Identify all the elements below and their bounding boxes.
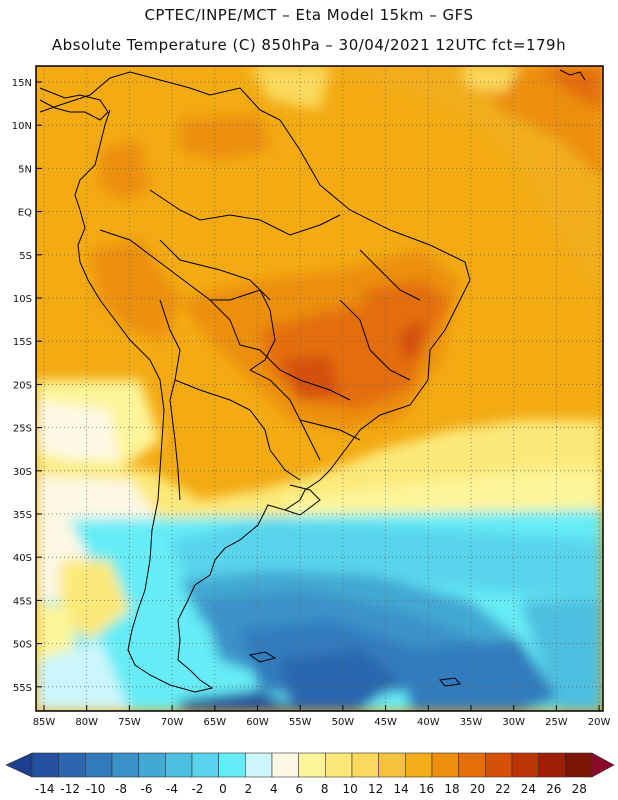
colorbar-swatch — [165, 752, 193, 778]
lat-label: 35S — [13, 510, 32, 521]
colorbar-swatch — [431, 752, 459, 778]
lat-label: 50S — [13, 640, 32, 651]
colorbar-label: 0 — [219, 782, 227, 796]
colorbar-swatch — [458, 752, 486, 778]
colorbar-label: -10 — [86, 782, 106, 796]
temperature-colorbar: -14 -12 -10 -8 -6 -4 -2 0 2 4 6 8 10 12 14 16 18 20 22 24 26… — [5, 752, 615, 796]
lon-label: 60W — [246, 717, 269, 728]
colorbar-label: 14 — [393, 782, 408, 796]
lat-lon-grid — [36, 66, 603, 711]
lat-label: 55S — [13, 683, 32, 694]
lon-label: 50W — [332, 717, 355, 728]
colorbar-swatch — [271, 752, 299, 778]
lat-label: 15S — [13, 337, 32, 348]
country-borders — [39, 69, 586, 693]
lat-label: 45S — [13, 596, 32, 607]
lat-label: 5N — [18, 164, 32, 175]
lat-label: 20S — [13, 380, 32, 391]
colorbar-swatch — [538, 752, 566, 778]
colorbar-label: 20 — [470, 782, 485, 796]
lon-label: 45W — [374, 717, 397, 728]
plot-frame — [35, 65, 604, 712]
colorbar-max-arrow — [591, 752, 615, 778]
lat-label: 15N — [12, 78, 32, 89]
colorbar-label: -2 — [191, 782, 203, 796]
lat-label: 10S — [13, 294, 32, 305]
colorbar-swatch — [511, 752, 539, 778]
colorbar-swatch — [138, 752, 166, 778]
lon-label: 25W — [545, 717, 568, 728]
colorbar-label: -8 — [115, 782, 127, 796]
colorbar-label: 4 — [270, 782, 278, 796]
lon-label: 40W — [417, 717, 440, 728]
latitude-labels: 15N 10N 5N EQ 5S 10S 15S 20S 25S 30S 35S 40S 45S 50S 5… — [12, 78, 42, 694]
colorbar-swatch — [58, 752, 86, 778]
colorbar-label: -12 — [60, 782, 80, 796]
colorbar-swatch — [485, 752, 513, 778]
colorbar-label: -6 — [141, 782, 153, 796]
longitude-labels: 85W 80W 75W 70W 65W 60W 55W 50W 45W 40W 35W 30W 25W 2… — [33, 705, 611, 728]
colorbar-label: 16 — [419, 782, 434, 796]
colorbar-swatch — [298, 752, 326, 778]
colorbar-label: -4 — [166, 782, 178, 796]
lon-label: 70W — [161, 717, 184, 728]
colorbar-label: 8 — [321, 782, 329, 796]
lon-label: 55W — [289, 717, 312, 728]
colorbar-swatch — [378, 752, 406, 778]
lon-label: 30W — [502, 717, 525, 728]
colorbar-label: 26 — [546, 782, 561, 796]
temperature-field — [36, 66, 603, 711]
colorbar-swatch — [565, 752, 593, 778]
lon-label: 80W — [75, 717, 98, 728]
colorbar-swatch — [111, 752, 139, 778]
colorbar-swatch — [325, 752, 353, 778]
colorbar-swatch — [218, 752, 246, 778]
colorbar-label: 6 — [295, 782, 303, 796]
lon-label: 35W — [460, 717, 483, 728]
lat-label: 30S — [13, 467, 32, 478]
map-title-line-2: Absolute Temperature (C) 850hPa – 30/04/… — [51, 36, 567, 54]
colorbar-swatch — [405, 752, 433, 778]
colorbar-swatch — [85, 752, 113, 778]
colorbar-label: 12 — [368, 782, 383, 796]
colorbar-label: 22 — [495, 782, 510, 796]
lat-label: 25S — [13, 424, 32, 435]
colorbar-swatch — [191, 752, 219, 778]
colorbar-label: 10 — [343, 782, 358, 796]
lat-label: 5S — [19, 251, 32, 262]
colorbar-min-arrow — [5, 752, 33, 778]
lon-label: 20W — [588, 717, 611, 728]
lat-label: 40S — [13, 553, 32, 564]
colorbar-swatch — [31, 752, 59, 778]
colorbar-swatch — [351, 752, 379, 778]
lon-label: 75W — [118, 717, 141, 728]
colorbar-label: 18 — [444, 782, 459, 796]
colorbar-label: 2 — [245, 782, 253, 796]
colorbar-label: 24 — [521, 782, 536, 796]
map-title-line-1: CPTEC/INPE/MCT – Eta Model 15km – GFS — [144, 6, 474, 24]
lon-label: 85W — [33, 717, 56, 728]
colorbar-label: 28 — [572, 782, 587, 796]
lat-label: EQ — [18, 208, 32, 219]
lon-label: 65W — [203, 717, 226, 728]
lat-label: 10N — [12, 121, 32, 132]
colorbar-label: -14 — [35, 782, 55, 796]
colorbar-swatch — [245, 752, 273, 778]
